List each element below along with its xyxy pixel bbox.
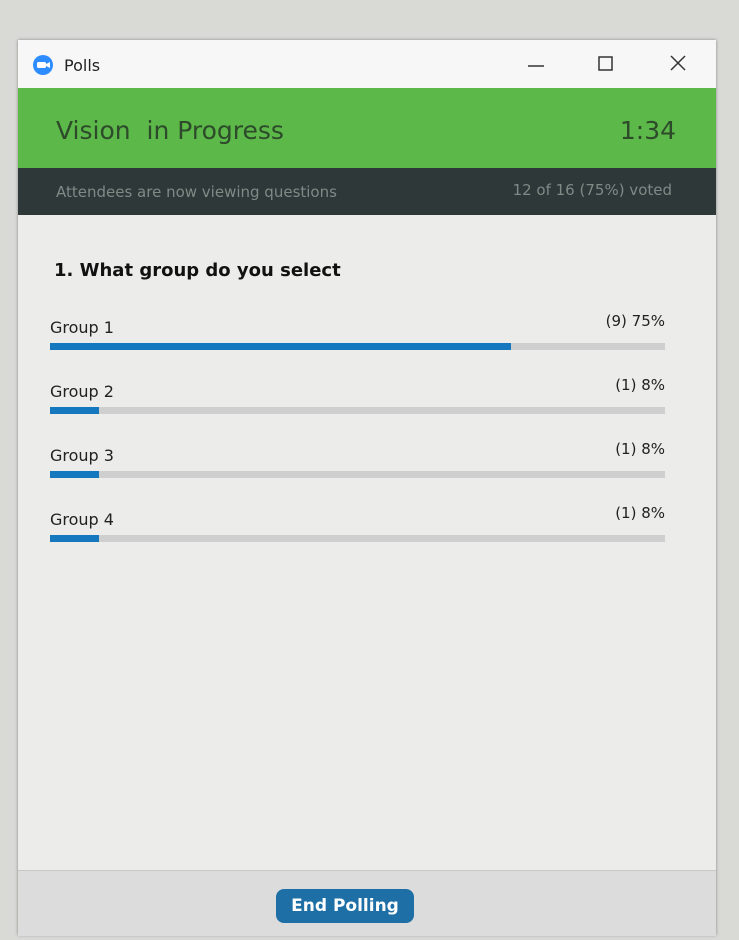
footer: End Polling [18, 870, 716, 936]
bar-track [50, 471, 665, 478]
title-bar: Polls [18, 40, 716, 88]
poll-header: Vision in Progress 1:34 [18, 88, 716, 168]
close-button[interactable] [671, 56, 685, 70]
result-bar [50, 471, 99, 478]
status-message: Attendees are now viewing questions [56, 183, 337, 201]
result-bar [50, 407, 99, 414]
option-label: Group 4 [50, 510, 114, 529]
window-title: Polls [64, 56, 100, 75]
end-polling-button[interactable]: End Polling [276, 889, 414, 923]
vote-count: 12 of 16 (75%) voted [513, 181, 672, 199]
option-result: (1) 8% [545, 440, 665, 458]
option-result: (1) 8% [545, 504, 665, 522]
result-bar [50, 343, 511, 350]
option-label: Group 2 [50, 382, 114, 401]
bar-track [50, 535, 665, 542]
polls-window: Polls Vision in Progress 1:34 Attendees … [18, 40, 716, 935]
maximize-button[interactable] [599, 57, 612, 70]
result-bar [50, 535, 99, 542]
option-result: (1) 8% [545, 376, 665, 394]
bar-track [50, 343, 665, 350]
poll-title: Vision in Progress [56, 116, 284, 145]
question-text: 1. What group do you select [54, 260, 341, 281]
option-result: (9) 75% [545, 312, 665, 330]
app-icon [32, 54, 54, 76]
window-controls [518, 50, 708, 80]
option-label: Group 1 [50, 318, 114, 337]
bar-track [50, 407, 665, 414]
status-bar: Attendees are now viewing questions 12 o… [18, 168, 716, 215]
poll-timer: 1:34 [620, 116, 676, 145]
option-label: Group 3 [50, 446, 114, 465]
screen: Polls Vision in Progress 1:34 Attendees … [0, 0, 739, 940]
